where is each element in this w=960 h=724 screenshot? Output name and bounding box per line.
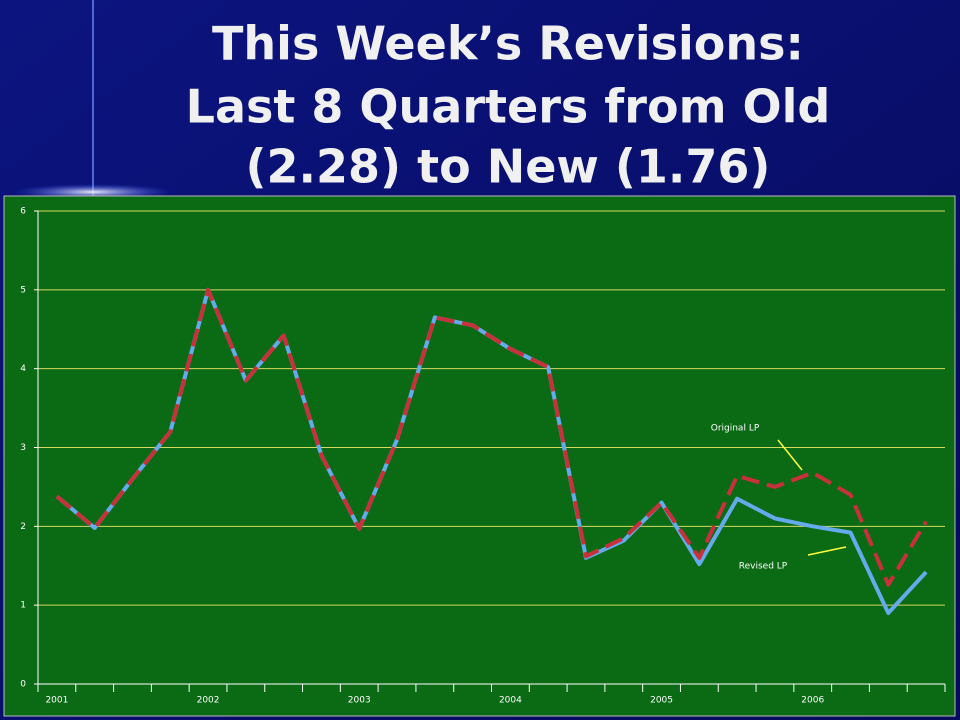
series-annotation: Revised LP [739,562,788,572]
y-tick-label: 5 [20,285,26,295]
annotation-leader [807,546,847,556]
x-tick-label: 2004 [499,696,522,706]
y-tick-label: 4 [20,364,26,374]
x-tick-label: 2002 [197,696,220,706]
series-line [55,287,928,587]
x-tick-label: 2006 [801,696,824,706]
y-tick-label: 6 [20,207,26,217]
y-tick-label: 3 [20,443,26,453]
title-line: This Week’s Revisions: [212,17,804,71]
title-line: (2.28) to New (1.76) [246,140,771,194]
x-tick-label: 2001 [45,696,68,706]
y-tick-label: 1 [20,601,26,611]
x-tick-label: 2005 [650,696,673,706]
series-annotation: Original LP [711,424,760,434]
y-tick-label: 0 [20,680,26,690]
chart-panel [3,195,956,717]
y-tick-label: 2 [20,522,26,532]
flare-line [92,0,94,196]
annotation-leader [777,439,803,471]
title-line: Last 8 Quarters from Old [186,80,831,134]
x-tick-label: 2003 [348,696,371,706]
